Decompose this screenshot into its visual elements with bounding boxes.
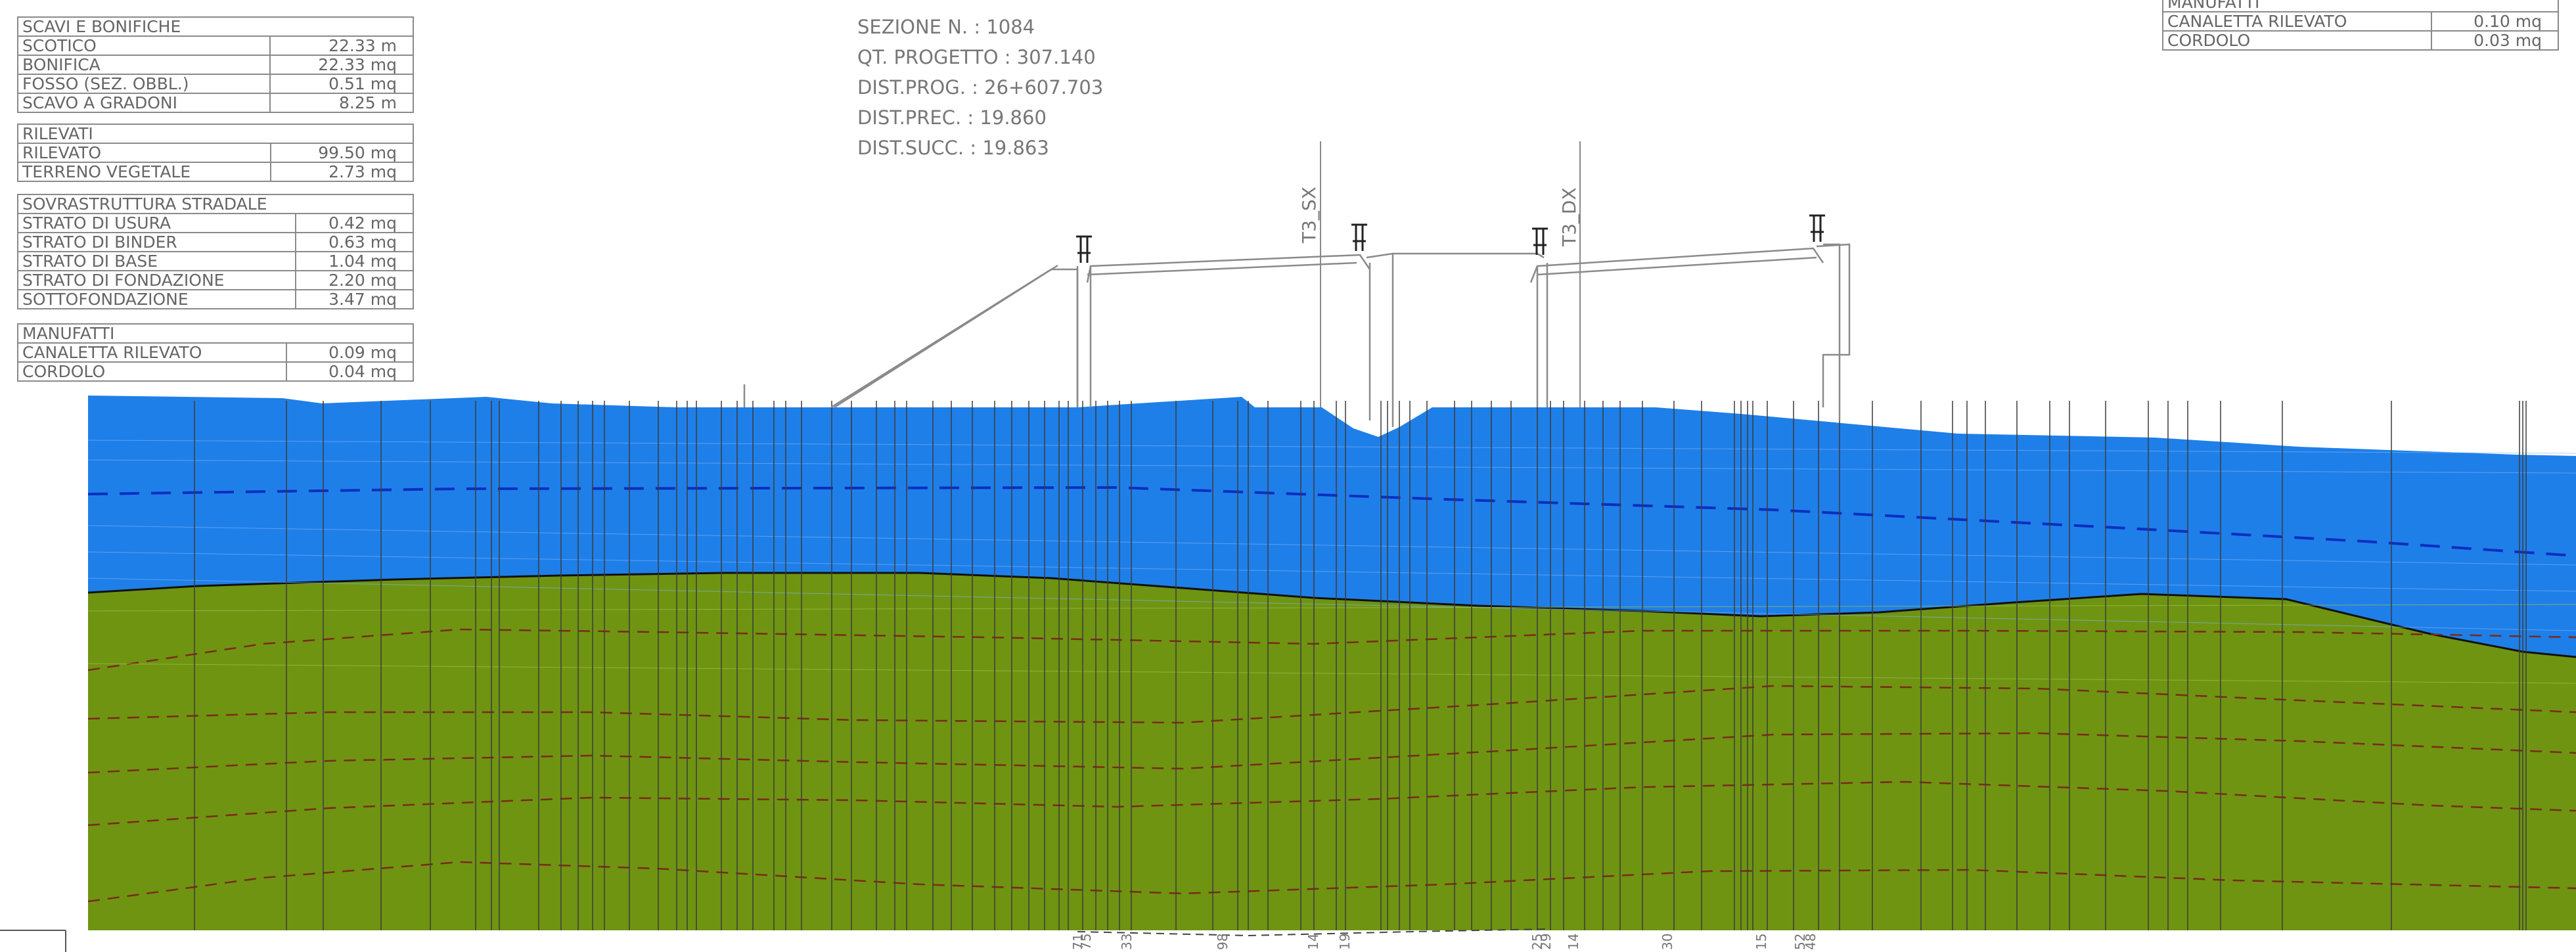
bottom-label: 33: [1119, 934, 1135, 950]
station-markers: [1076, 214, 1825, 263]
table-manufatti-right: MANUFATTI CANALETTA RILEVATO 0.10 mq CORD…: [2162, 0, 2560, 51]
table-row: CORDOLO 0.03 mq: [2162, 30, 2560, 51]
bottom-label: 15: [1753, 934, 1769, 950]
bottom-label: 48: [1803, 934, 1819, 950]
vertical-lines: [194, 401, 2527, 930]
bottom-label: 19: [1337, 934, 1353, 950]
axis-lines: [1320, 141, 1581, 407]
progressive-distance: DIST.PROG. : 26+607.703: [857, 76, 1104, 99]
table-scavi-bonifiche: SCAVI E BONIFICHE SCOTICO 22.33 m BONIFIC…: [16, 16, 414, 113]
bottom-label: 98: [1215, 934, 1231, 950]
table-title: RILEVATI: [17, 124, 414, 144]
table-row: BONIFICA 22.33 mq: [16, 55, 414, 75]
table-row: CORDOLO 0.04 mq: [17, 361, 415, 382]
project-elevation: QT. PROGETTO : 307.140: [857, 46, 1096, 68]
soil-layer-lines: [87, 604, 2576, 684]
road-structure: [743, 243, 1851, 427]
bottom-label: 14: [1566, 934, 1581, 950]
bottom-label: 25: [1529, 934, 1545, 950]
table-row: RILEVATO 99.50 mq: [16, 143, 414, 163]
section-info: SEZIONE N. : 1084 QT. PROGETTO : 307.140…: [857, 12, 1103, 163]
green-layer: [88, 573, 2576, 930]
next-distance: DIST.SUCC. : 19.863: [857, 137, 1049, 159]
table-title: MANUFATTI: [17, 323, 414, 344]
table-row: STRATO DI FONDAZIONE 2.20 mq: [16, 270, 414, 290]
table-row: SOTTOFONDAZIONE 3.47 mq: [16, 289, 414, 309]
axis-label-left: T3_SX: [1298, 187, 1320, 244]
bottom-label: 75: [1078, 934, 1094, 950]
table-row: CANALETTA RILEVATO 0.10 mq: [2162, 11, 2560, 32]
soil-boundary-line: [87, 572, 2576, 658]
table-row: STRATO DI BINDER 0.63 mq: [16, 232, 414, 252]
bottom-label: 30: [1660, 934, 1675, 950]
table-row: TERRENO VEGETALE 2.73 mq: [16, 162, 414, 182]
table-manufatti-left: MANUFATTI CANALETTA RILEVATO 0.09 mq CORD…: [17, 323, 415, 382]
red-dashed-lines: [87, 628, 2576, 903]
blue-layer: [88, 396, 2576, 657]
bottom-label: 71: [1070, 934, 1086, 950]
table-rilevati: RILEVATI RILEVATO 99.50 mq TERRENO VEGETA…: [16, 124, 414, 182]
table-title: SCAVI E BONIFICHE: [17, 16, 414, 37]
table-row: STRATO DI USURA 0.42 mq: [16, 213, 414, 233]
previous-distance: DIST.PREC. : 19.860: [857, 106, 1047, 129]
bottom-label: 52: [1792, 934, 1808, 950]
table-title: SOVRASTRUTTURA STRADALE: [17, 194, 414, 214]
table-row: CANALETTA RILEVATO 0.09 mq: [17, 342, 415, 363]
frame-lines: [0, 930, 66, 952]
section-number: SEZIONE N. : 1084: [857, 16, 1035, 38]
table-row: SCOTICO 22.33 m: [16, 35, 414, 56]
bottom-label: 14: [1305, 934, 1321, 950]
axis-label-right: T3_DX: [1558, 187, 1580, 247]
bottom-dashed-line: [1077, 928, 1551, 937]
table-row: STRATO DI BASE 1.04 mq: [16, 251, 414, 271]
table-row: FOSSO (SEZ. OBBL.) 0.51 mq: [16, 74, 414, 94]
table-sovrastruttura: SOVRASTRUTTURA STRADALE STRATO DI USURA 0…: [16, 194, 414, 309]
bottom-label: 29: [1538, 934, 1554, 950]
blue-layer-lines: [87, 440, 2576, 631]
blue-dashed-line: [87, 486, 2576, 557]
table-row: SCAVO A GRADONI 8.25 m: [16, 93, 414, 113]
table-title: MANUFATTI: [2162, 0, 2559, 12]
